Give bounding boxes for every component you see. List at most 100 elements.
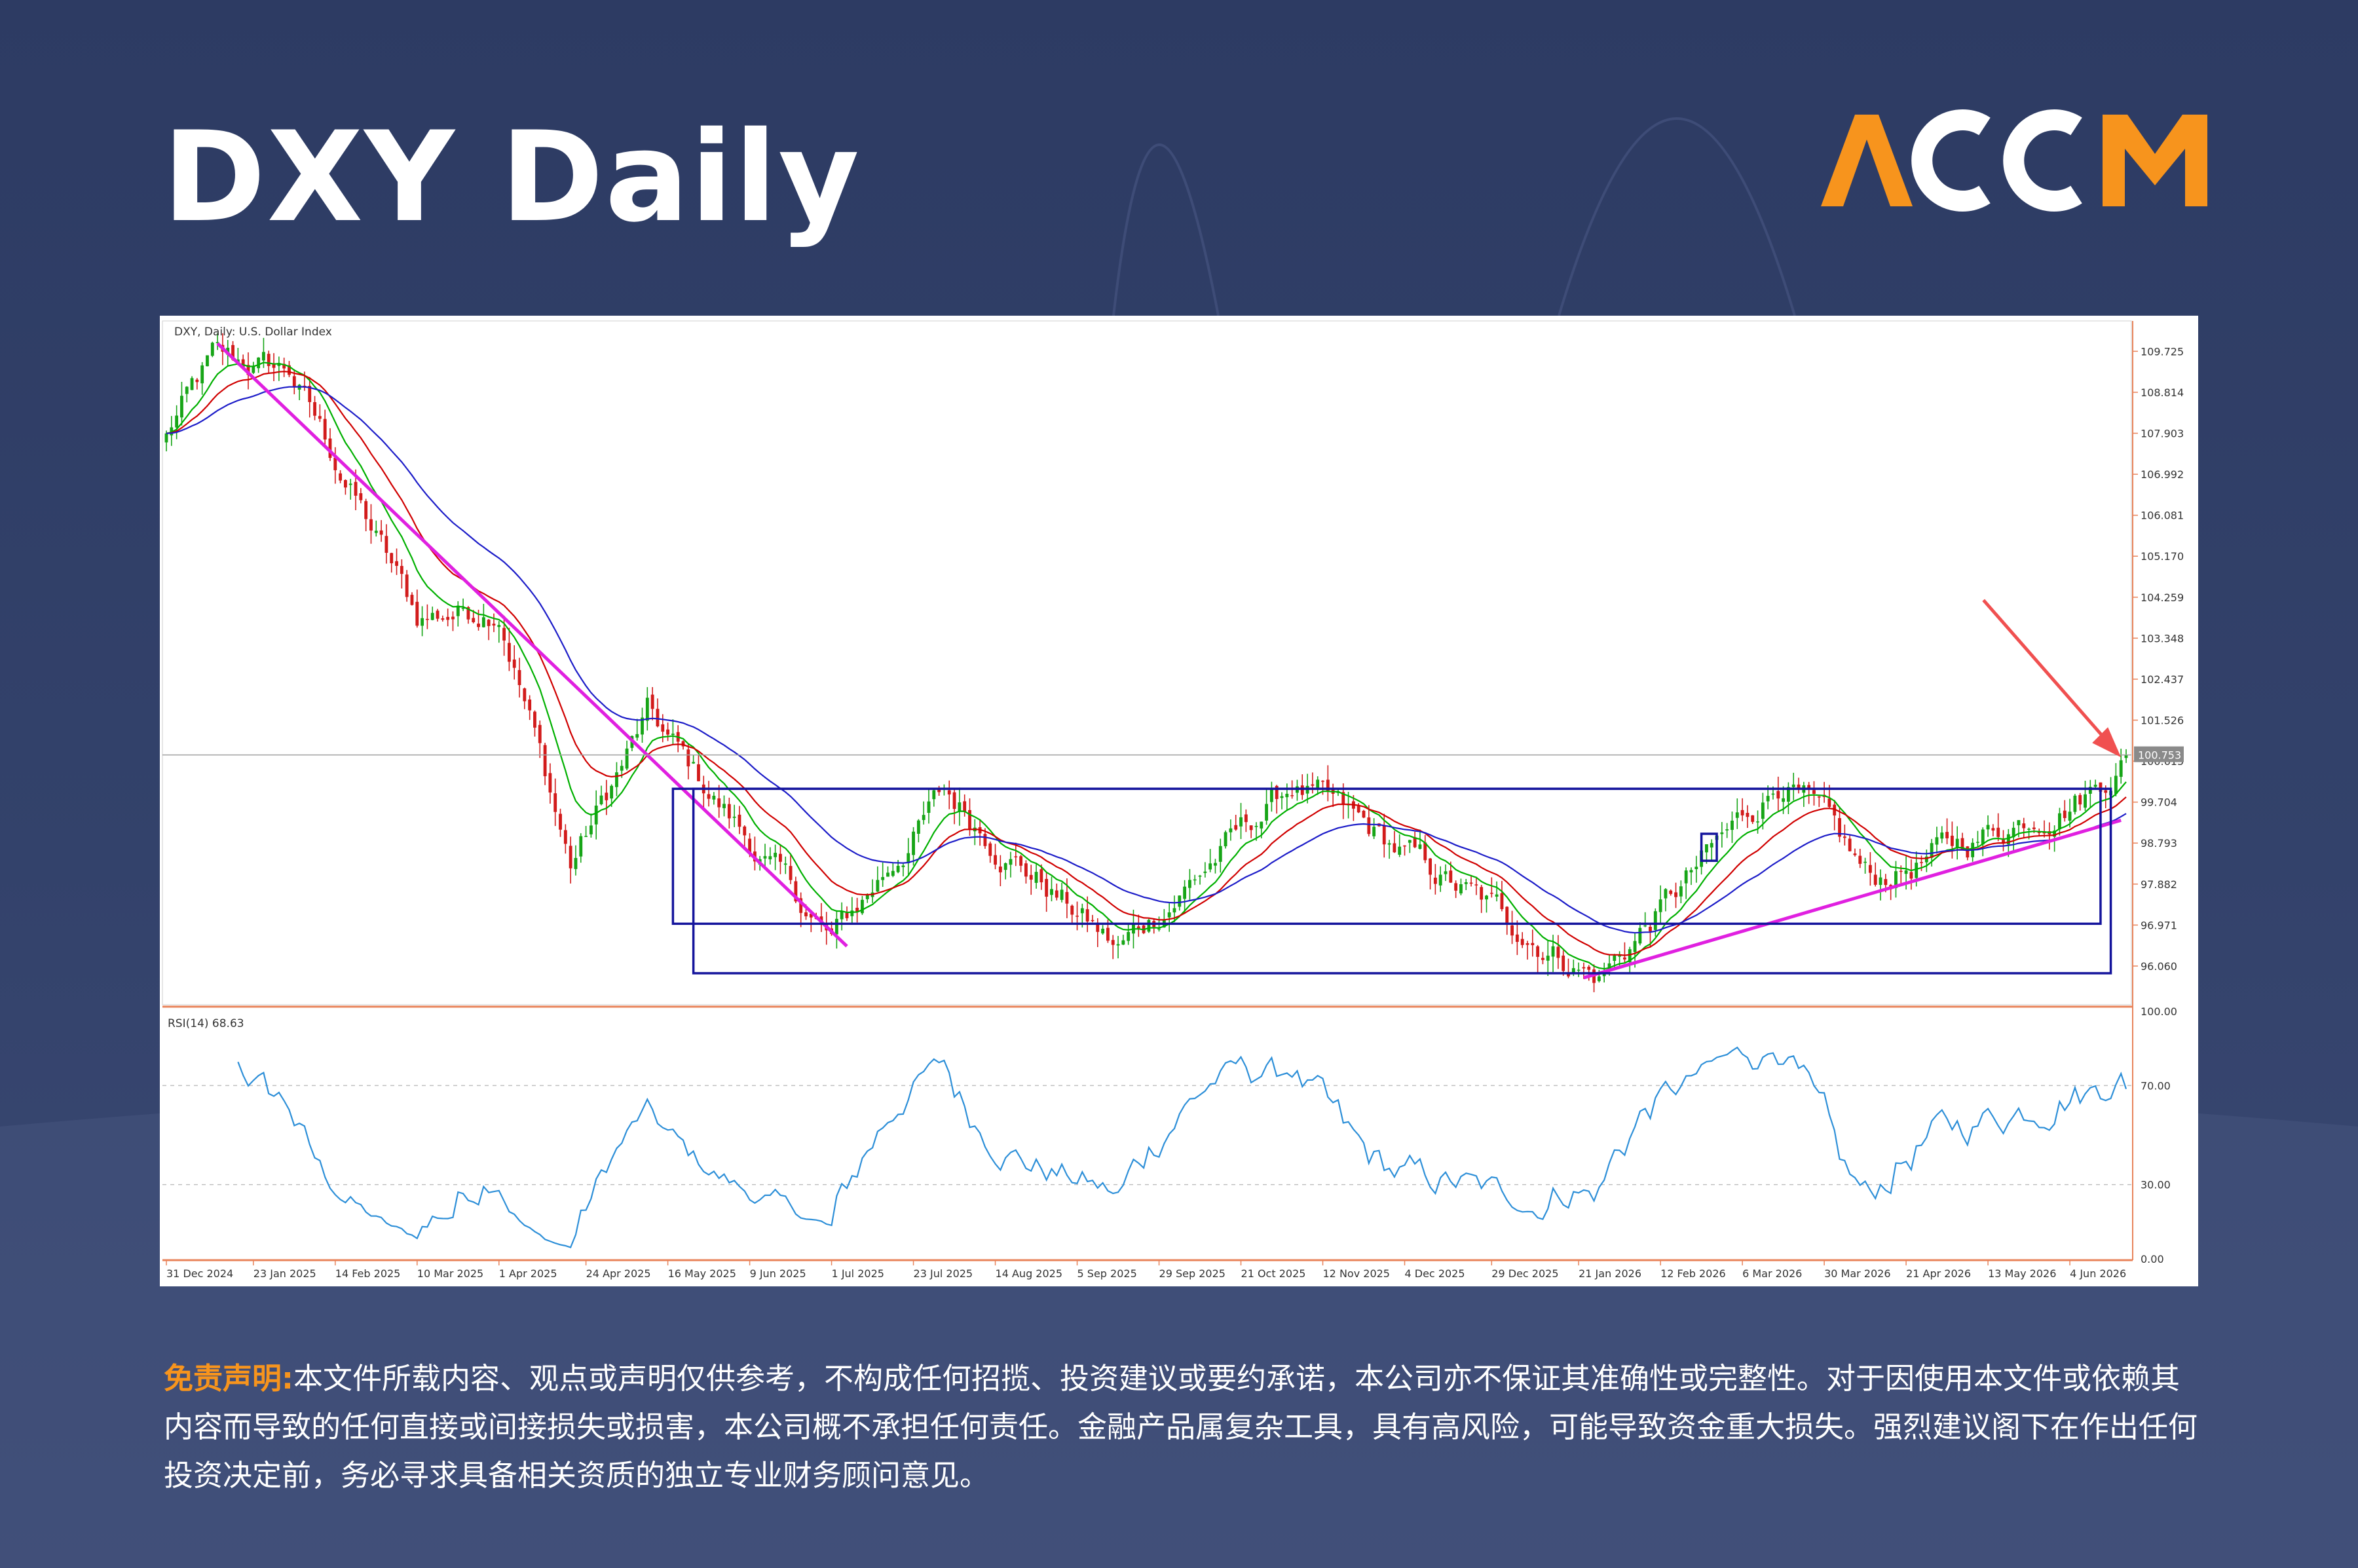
candle xyxy=(1562,950,1565,976)
candle-body xyxy=(1076,916,1079,917)
candle-body xyxy=(1070,905,1074,915)
candle-body xyxy=(656,709,660,727)
candle xyxy=(528,695,532,720)
candle xyxy=(896,859,900,874)
candle-body xyxy=(1945,832,1949,838)
candle-body xyxy=(1868,865,1872,873)
candle xyxy=(1541,952,1544,965)
candle-body xyxy=(834,918,838,935)
candle xyxy=(1239,802,1243,840)
candle-body xyxy=(2124,755,2128,758)
candle-body xyxy=(267,354,271,366)
candle-body xyxy=(804,912,808,916)
candle-body xyxy=(937,789,941,793)
candle xyxy=(2042,820,2046,838)
candle xyxy=(425,604,429,629)
candle-body xyxy=(164,433,168,443)
candle xyxy=(1147,918,1151,933)
candle-body xyxy=(1909,872,1913,879)
candle xyxy=(1300,774,1304,800)
page-title: DXY Daily xyxy=(162,105,861,250)
candle-body xyxy=(1408,840,1412,843)
candle-body xyxy=(1208,863,1212,870)
candle xyxy=(1577,962,1581,977)
candle xyxy=(272,353,276,381)
candle-body xyxy=(2027,829,2030,830)
candle xyxy=(1981,827,1985,857)
candle xyxy=(1536,944,1540,973)
candle-body xyxy=(896,865,900,872)
candle-body xyxy=(855,907,859,912)
candle-body xyxy=(477,624,480,627)
candle-body xyxy=(922,815,926,820)
candle xyxy=(1480,884,1484,913)
candle-body xyxy=(686,749,690,767)
candle-body xyxy=(589,825,593,834)
x-tick-label: 21 Oct 2025 xyxy=(1241,1267,1306,1280)
candle-body xyxy=(210,343,214,356)
candle-body xyxy=(180,396,183,418)
candle-body xyxy=(579,836,583,857)
candle-body xyxy=(738,814,741,827)
candle xyxy=(517,658,521,698)
x-tick-label: 30 Mar 2026 xyxy=(1824,1267,1890,1280)
y-tick-label: 104.259 xyxy=(2141,591,2184,604)
candle-body xyxy=(574,857,578,869)
candle-body xyxy=(1183,886,1187,899)
candle xyxy=(1193,874,1197,886)
candle-body xyxy=(1413,837,1417,848)
candle-body xyxy=(1684,870,1688,884)
candle-body xyxy=(1229,828,1233,832)
candle xyxy=(415,589,419,628)
candle-body xyxy=(333,457,337,470)
candle-body xyxy=(1485,895,1488,900)
candle xyxy=(1791,772,1795,800)
candle-body xyxy=(1633,941,1637,952)
candle-body xyxy=(1014,856,1018,857)
candle xyxy=(1848,834,1852,852)
candle xyxy=(548,763,552,804)
candle-body xyxy=(1704,844,1708,853)
candle xyxy=(850,897,854,924)
candle-body xyxy=(400,566,403,574)
candle xyxy=(1725,823,1729,838)
candle-body xyxy=(206,355,209,367)
candle xyxy=(845,906,849,922)
candle-body xyxy=(215,342,219,344)
candle-body xyxy=(1239,817,1243,827)
candle xyxy=(395,548,398,575)
rsi-tick-label: 30.00 xyxy=(2141,1179,2171,1191)
candle xyxy=(1873,862,1877,887)
candle-body xyxy=(2032,827,2036,829)
candle xyxy=(441,615,445,622)
candle-body xyxy=(1674,892,1677,897)
candle-body xyxy=(1766,796,1770,802)
candle-body xyxy=(1546,956,1550,961)
candle xyxy=(410,592,414,606)
candle xyxy=(318,404,322,422)
candle-body xyxy=(799,898,803,913)
candle-body xyxy=(605,793,608,800)
candle-body xyxy=(1807,785,1811,789)
candle-body xyxy=(252,365,255,373)
candle-body xyxy=(421,618,424,626)
candle xyxy=(1444,864,1448,882)
candle-body xyxy=(671,734,675,736)
candle-body xyxy=(1249,825,1253,831)
candle-body xyxy=(1848,838,1852,851)
candle xyxy=(819,903,823,932)
candle-body xyxy=(947,790,951,794)
candle-body xyxy=(988,843,992,856)
candle xyxy=(1776,776,1780,811)
candle xyxy=(1955,826,1959,860)
candle-body xyxy=(861,899,864,914)
candle-body xyxy=(323,419,327,440)
candle xyxy=(579,833,583,863)
candle xyxy=(743,825,747,850)
candle xyxy=(2068,798,2072,828)
candle-body xyxy=(1669,890,1673,894)
candle-body xyxy=(241,359,245,368)
candle xyxy=(886,866,889,877)
candle-body xyxy=(650,694,654,709)
candle xyxy=(1429,857,1432,889)
